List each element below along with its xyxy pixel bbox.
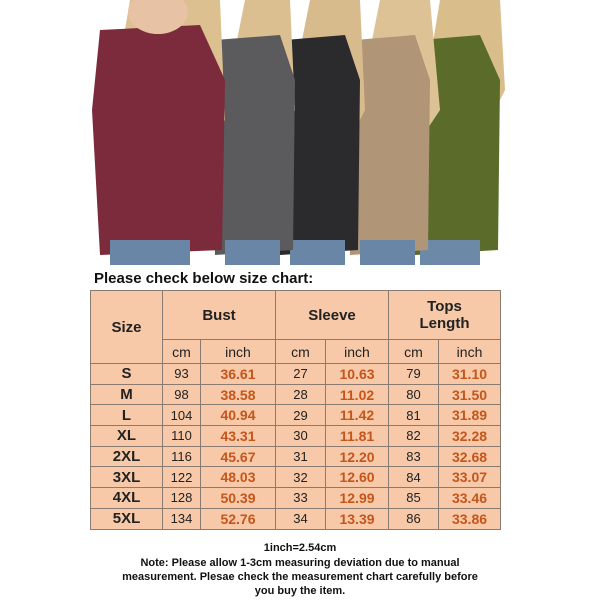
size-row: S 93 36.61 27 10.63 79 31.10 (90, 363, 502, 385)
heading: Please check below size chart: (94, 270, 314, 287)
value-cell: 122 (162, 466, 201, 489)
size-row: 2XL 116 45.67 31 12.20 83 32.68 (90, 445, 502, 468)
unit-cell: inch (200, 339, 276, 364)
size-row: 3XL 122 48.03 32 12.60 84 33.07 (90, 466, 502, 489)
size-row: 4XL 128 50.39 33 12.99 85 33.46 (90, 487, 502, 509)
value-cell: 128 (162, 487, 201, 509)
size-row: XL 110 43.31 30 11.81 82 32.28 (90, 425, 502, 447)
value-cell: 134 (162, 507, 201, 530)
value-cell: 31 (275, 445, 326, 468)
value-cell: 33.86 (438, 507, 502, 530)
value-cell: 12.20 (324, 445, 390, 468)
value-cell: 12.60 (324, 466, 390, 489)
size-table: Size Bust Sleeve Tops Length cm inch cm inc… (90, 290, 502, 530)
value-cell: 50.39 (200, 487, 276, 509)
value-cell: 29 (275, 404, 326, 427)
size-cell: 4XL (90, 487, 163, 509)
header-row: Size Bust Sleeve Tops Length (90, 290, 502, 364)
value-cell: 30 (275, 425, 326, 447)
value-cell: 98 (162, 383, 201, 406)
header-cell: Tops Length (388, 290, 502, 340)
unit-cell: cm (388, 339, 440, 364)
header-cell: Size (90, 290, 163, 364)
value-cell: 31.10 (438, 363, 502, 385)
value-cell: 10.63 (324, 363, 390, 385)
value-cell: 11.42 (324, 404, 390, 427)
value-cell: 31.89 (438, 404, 502, 427)
note-line: you buy the item. (254, 585, 346, 597)
value-cell: 34 (275, 507, 326, 530)
unit-cell: inch (324, 339, 390, 364)
value-cell: 33.07 (438, 466, 502, 489)
value-cell: 11.81 (324, 425, 390, 447)
value-cell: 82 (388, 425, 440, 447)
value-cell: 104 (162, 404, 201, 427)
value-cell: 28 (275, 383, 326, 406)
value-cell: 93 (162, 363, 201, 385)
value-cell: 84 (388, 466, 440, 489)
size-cell: S (90, 363, 163, 385)
value-cell: 32 (275, 466, 326, 489)
table-body: Size Bust Sleeve Tops Length cm inch cm inc… (90, 290, 502, 530)
size-cell: 2XL (90, 445, 163, 468)
value-cell: 32.68 (438, 445, 502, 468)
value-cell: 13.39 (324, 507, 390, 530)
unit-row: cm inch cm inch cm inch (91, 339, 502, 364)
note-line: Note: Please allow 1-3cm measuring devia… (140, 557, 460, 569)
value-cell: 40.94 (200, 404, 276, 427)
value-cell: 27 (275, 363, 326, 385)
conversion: 1inch=2.54cm (263, 542, 337, 554)
value-cell: 52.76 (200, 507, 276, 530)
model (210, 0, 295, 265)
note-line: measurement. Plesae check the measuremen… (122, 571, 478, 583)
model (345, 0, 440, 265)
size-cell: M (90, 383, 163, 406)
value-cell: 80 (388, 383, 440, 406)
value-cell: 81 (388, 404, 440, 427)
value-cell: 33 (275, 487, 326, 509)
value-cell: 43.31 (200, 425, 276, 447)
unit-cell: inch (438, 339, 502, 364)
size-cell: 5XL (90, 507, 163, 530)
header-cell: Sleeve (274, 290, 390, 340)
value-cell: 110 (162, 425, 201, 447)
value-cell: 86 (388, 507, 440, 530)
value-cell: 32.28 (438, 425, 502, 447)
value-cell: 116 (162, 445, 201, 468)
value-cell: 85 (388, 487, 440, 509)
value-cell: 38.58 (200, 383, 276, 406)
model (275, 0, 365, 265)
value-cell: 33.46 (438, 487, 502, 509)
size-cell: L (90, 404, 163, 427)
size-cell: XL (90, 425, 163, 447)
size-row: 5XL 134 52.76 34 13.39 86 33.86 (90, 507, 502, 530)
value-cell: 11.02 (324, 383, 390, 406)
size-row: M 98 38.58 28 11.02 80 31.50 (90, 383, 502, 406)
value-cell: 31.50 (438, 383, 502, 406)
size-row: L 104 40.94 29 11.42 81 31.89 (90, 404, 502, 427)
value-cell: 48.03 (200, 466, 276, 489)
product-photo (0, 0, 600, 265)
unit-cell: cm (275, 339, 326, 364)
value-cell: 36.61 (200, 363, 276, 385)
value-cell: 12.99 (324, 487, 390, 509)
value-cell: 45.67 (200, 445, 276, 468)
unit-cell: cm (162, 339, 201, 364)
value-cell: 79 (388, 363, 440, 385)
model (92, 0, 225, 265)
value-cell: 83 (388, 445, 440, 468)
size-cell: 3XL (90, 466, 163, 489)
header-cell: Bust (162, 290, 276, 340)
